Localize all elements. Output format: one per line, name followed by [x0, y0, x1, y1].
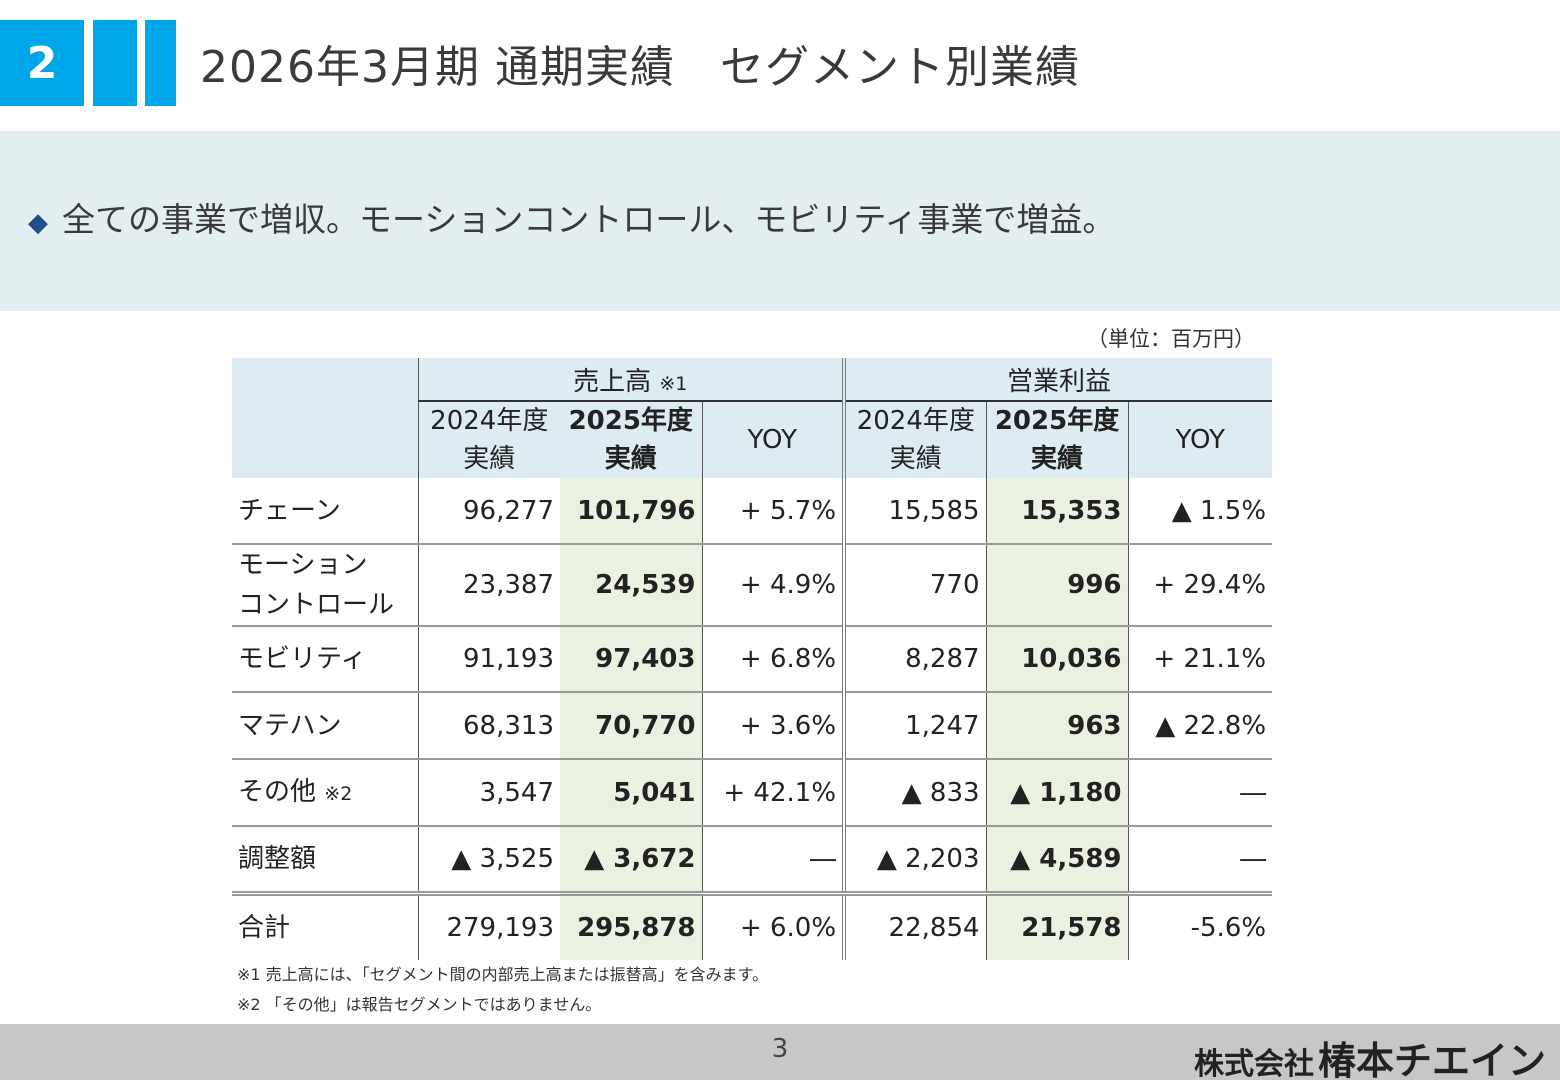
table-total-row: 合計 279,193 295,878 + 6.0% 22,854 21,578 …	[232, 893, 1273, 960]
table-row: チェーン 96,277 101,796 + 5.7% 15,585 15,353…	[232, 478, 1273, 545]
header-sales-fy2025: 2025年度 実績	[560, 401, 702, 478]
cell-profit-yoy: + 21.1%	[1127, 626, 1273, 693]
accent-bar	[93, 20, 137, 106]
cell-profit-fy2024: 770	[842, 544, 987, 627]
cell-sales-yoy: + 6.8%	[701, 626, 845, 693]
cell-sales-yoy: + 5.7%	[701, 478, 845, 545]
table-row: その他 ※2 3,547 5,041 + 42.1% ▲ 833 ▲ 1,180…	[232, 759, 1273, 827]
unit-label: （単位：百万円）	[1087, 327, 1255, 351]
cell-sales-fy2025: 24,539	[560, 544, 702, 627]
table-header-group-row: 売上高 ※1 営業利益	[232, 358, 1273, 478]
cell-profit-yoy: ―	[1127, 759, 1273, 827]
cell-profit-yoy: ▲ 22.8%	[1127, 692, 1273, 760]
diamond-bullet-icon: ◆	[28, 208, 48, 238]
section-number-badge: 2	[0, 20, 84, 106]
cell-profit-fy2024: 22,854	[842, 893, 987, 960]
header-group-label: 営業利益	[1007, 366, 1112, 397]
row-label: モビリティ	[232, 626, 418, 693]
cell-sales-fy2025: 295,878	[560, 893, 702, 960]
cell-profit-fy2024: ▲ 2,203	[842, 826, 987, 896]
cell-sales-fy2025: 5,041	[560, 759, 702, 827]
cell-sales-fy2024: 91,193	[417, 626, 560, 693]
page-number: 3	[771, 1034, 789, 1064]
segment-results-table: 売上高 ※1 営業利益 2024年度 実績 2025年度 実績 YOY 2024年度…	[232, 358, 1273, 960]
cell-sales-fy2024: 68,313	[417, 692, 560, 760]
header-profit-yoy: YOY	[1127, 401, 1273, 478]
cell-sales-yoy: + 42.1%	[701, 759, 845, 827]
cell-profit-fy2024: ▲ 833	[842, 759, 987, 827]
cell-profit-yoy: ―	[1127, 826, 1273, 896]
table-header-sub-row: 2024年度 実績 2025年度 実績 YOY 2024年度 実績 2025年度 実績 …	[232, 401, 1273, 478]
cell-profit-fy2025: 10,036	[985, 626, 1129, 693]
row-label: チェーン	[232, 478, 418, 545]
header-profit-fy2024: 2024年度 実績	[842, 401, 987, 478]
cell-profit-fy2025: ▲ 1,180	[985, 759, 1129, 827]
accent-bar	[145, 20, 176, 106]
header-corner	[232, 358, 418, 478]
row-label: 調整額	[232, 826, 418, 896]
row-label: マテハン	[232, 692, 418, 760]
company-logo: 株式会社 椿本チエイン	[1193, 1039, 1546, 1083]
cell-sales-fy2025: ▲ 3,672	[560, 826, 702, 896]
summary-panel	[0, 131, 1560, 311]
footer-bar	[0, 1024, 1560, 1080]
header-group-operating-profit: 営業利益	[842, 358, 1273, 402]
table-row: モビリティ 91,193 97,403 + 6.8% 8,287 10,036 …	[232, 626, 1273, 693]
cell-profit-fy2025: 15,353	[985, 478, 1129, 545]
cell-profit-yoy: ▲ 1.5%	[1127, 478, 1273, 545]
cell-profit-fy2025: ▲ 4,589	[985, 826, 1129, 896]
header-note-mark: ※1	[659, 372, 688, 395]
cell-sales-fy2024: 3,547	[417, 759, 560, 827]
cell-sales-yoy: + 6.0%	[701, 893, 845, 960]
row-label: 合計	[238, 912, 291, 943]
cell-profit-fy2025: 996	[985, 544, 1129, 627]
footnote: ※2 「その他」は報告セグメントではありません。	[237, 995, 602, 1014]
cell-profit-yoy: -5.6%	[1127, 893, 1273, 960]
cell-sales-fy2024: 23,387	[417, 544, 560, 627]
cell-sales-yoy: ―	[701, 826, 845, 896]
cell-sales-fy2024: ▲ 3,525	[417, 826, 560, 896]
table-row: モーション コントロール 23,387 24,539 + 4.9% 770 996…	[232, 544, 1273, 627]
header-group-label: 売上高	[573, 366, 652, 397]
header-profit-fy2025: 2025年度 実績	[985, 401, 1129, 478]
slide-title: 2026年3月期 通期実績 セグメント別業績	[200, 42, 1080, 93]
header-group-sales: 売上高 ※1	[417, 358, 845, 402]
header-sales-yoy: YOY	[701, 401, 845, 478]
cell-profit-fy2025: 963	[985, 692, 1129, 760]
row-note-mark: ※2	[324, 782, 353, 805]
footnotes: ※1 売上高には、「セグメント間の内部売上高または振替高」を含みます。 ※2 「…	[237, 960, 768, 1020]
cell-profit-fy2025: 21,578	[985, 893, 1129, 960]
cell-profit-yoy: + 29.4%	[1127, 544, 1273, 627]
table-row: 調整額 ▲ 3,525 ▲ 3,672 ― ▲ 2,203 ▲ 4,589 ―	[232, 826, 1273, 896]
header-sales-fy2024: 2024年度 実績	[417, 401, 560, 478]
cell-sales-fy2024: 279,193	[417, 893, 560, 960]
row-label: その他 ※2	[232, 759, 418, 827]
cell-profit-fy2024: 15,585	[842, 478, 987, 545]
cell-sales-yoy: + 3.6%	[701, 692, 845, 760]
summary-line: ◆ 全ての事業で増収。モーションコントロール、モビリティ事業で増益。	[28, 193, 1115, 241]
cell-sales-fy2025: 97,403	[560, 626, 702, 693]
cell-sales-yoy: + 4.9%	[701, 544, 845, 627]
cell-sales-fy2025: 70,770	[560, 692, 702, 760]
table-row: マテハン 68,313 70,770 + 3.6% 1,247 963 ▲ 22…	[232, 692, 1273, 760]
cell-sales-fy2025: 101,796	[560, 478, 702, 545]
cell-profit-fy2024: 1,247	[842, 692, 987, 760]
footnote: ※1 売上高には、「セグメント間の内部売上高または振替高」を含みます。	[237, 965, 769, 984]
summary-text: 全ての事業で増収。モーションコントロール、モビリティ事業で増益。	[62, 200, 1116, 239]
row-label: モーション コントロール	[232, 544, 418, 627]
cell-sales-fy2024: 96,277	[417, 478, 560, 545]
cell-profit-fy2024: 8,287	[842, 626, 987, 693]
